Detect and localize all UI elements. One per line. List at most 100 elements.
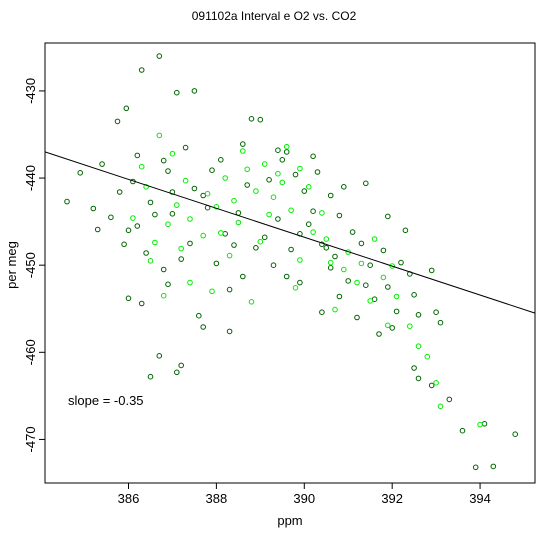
data-point (64, 198, 70, 205)
data-point (393, 308, 400, 315)
data-point (270, 194, 277, 200)
data-point (323, 245, 330, 251)
data-point (134, 152, 141, 159)
data-point (235, 219, 242, 226)
data-point (512, 431, 519, 438)
data-point (389, 325, 396, 331)
data-point (490, 463, 497, 470)
data-point (240, 141, 246, 147)
data-point (108, 214, 114, 221)
data-point (99, 161, 105, 167)
data-point (218, 230, 224, 236)
data-point (332, 253, 338, 260)
data-point (433, 309, 439, 316)
data-point (248, 299, 255, 305)
data-point (279, 179, 286, 186)
y-tick-label: -470 (23, 426, 38, 452)
data-point (248, 116, 255, 122)
data-point (433, 380, 439, 386)
data-point (174, 369, 180, 376)
data-point (138, 300, 145, 307)
data-point (240, 148, 246, 154)
data-point (283, 149, 290, 155)
data-point (187, 216, 193, 222)
data-point (275, 216, 281, 222)
data-point (213, 260, 220, 267)
data-point (114, 118, 121, 125)
data-point (305, 184, 312, 190)
data-point (371, 236, 378, 242)
data-point (196, 312, 202, 319)
data-point (428, 267, 435, 274)
x-axis: 386 388 390 392 394 (118, 483, 491, 506)
x-tick-label: 388 (206, 491, 228, 506)
data-point (213, 204, 220, 210)
data-point (266, 211, 272, 218)
data-point (314, 169, 321, 175)
data-point (385, 322, 391, 329)
data-point (305, 221, 312, 227)
data-point (147, 373, 154, 380)
data-point (332, 306, 338, 313)
data-point (292, 285, 299, 291)
data-point (279, 157, 286, 163)
x-tick-label: 392 (381, 491, 403, 506)
data-point (310, 153, 316, 160)
data-point (174, 202, 180, 208)
data-point (367, 298, 374, 304)
data-point (341, 266, 347, 273)
data-point (407, 323, 413, 330)
data-point (123, 105, 130, 112)
data-point (156, 353, 163, 359)
data-point (428, 382, 435, 389)
x-tick-label: 390 (293, 491, 315, 506)
data-point (345, 278, 352, 284)
data-point (292, 171, 299, 178)
data-point (261, 161, 268, 167)
data-point (143, 184, 149, 190)
data-point (182, 177, 189, 184)
data-point (94, 226, 101, 233)
data-point (385, 213, 391, 220)
data-point (283, 273, 290, 280)
data-point (358, 240, 365, 247)
y-axis: -470 -460 -450 -440 -430 (23, 78, 45, 452)
data-point (354, 279, 360, 286)
data-point (415, 312, 422, 318)
data-point (275, 147, 281, 153)
data-point (204, 190, 211, 197)
data-point (191, 88, 198, 94)
data-point (297, 279, 303, 286)
data-point (231, 242, 237, 248)
data-point (363, 180, 369, 187)
data-point (297, 165, 303, 172)
data-point (415, 343, 422, 350)
x-tick-label: 386 (118, 491, 140, 506)
data-point (327, 265, 334, 271)
data-point (283, 143, 290, 150)
plot-frame (44, 42, 536, 484)
data-point (156, 53, 163, 59)
data-point (398, 259, 404, 266)
data-point (121, 241, 127, 248)
data-point (226, 286, 233, 293)
data-point (244, 182, 250, 188)
data-point (90, 205, 97, 212)
data-point (310, 208, 316, 214)
data-point (160, 157, 167, 164)
points-layer (64, 53, 519, 471)
data-point (327, 259, 334, 266)
x-axis-label: ppm (277, 513, 302, 528)
data-point (437, 319, 444, 326)
data-point (200, 232, 206, 239)
data-point (354, 314, 360, 321)
data-point (363, 282, 369, 289)
data-point (147, 258, 154, 264)
data-point (257, 238, 264, 245)
data-point (134, 223, 141, 229)
data-point (240, 273, 246, 280)
data-point (336, 212, 343, 219)
data-point (187, 240, 193, 247)
data-point (156, 132, 163, 139)
